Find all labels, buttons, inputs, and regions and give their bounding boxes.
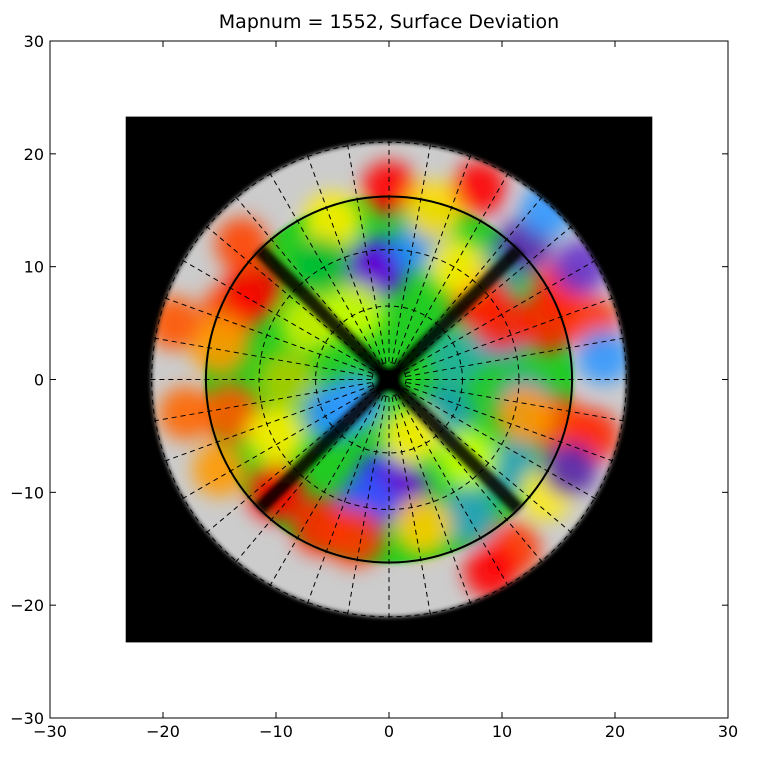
surface-blob (192, 442, 247, 497)
diagonal-gap (383, 373, 526, 517)
surface-blob (463, 544, 518, 599)
radial-spoke (406, 382, 632, 423)
radial-spoke (199, 390, 376, 539)
overlay-layer (142, 133, 636, 626)
surface-blob (576, 329, 627, 385)
surface-blob (303, 192, 362, 251)
x-tick-label: 20 (605, 722, 625, 741)
surface-blob (190, 316, 249, 376)
x-tick-label: 30 (718, 722, 738, 741)
radial-spoke (402, 390, 579, 539)
radial-spoke (399, 190, 548, 367)
radial-spoke (175, 255, 374, 372)
surface-blob (452, 160, 507, 215)
x-tick-label: −20 (146, 722, 180, 741)
surface-blob (325, 372, 385, 432)
center-hole (375, 365, 403, 394)
radial-spoke (345, 136, 387, 363)
radial-spoke (175, 387, 374, 504)
radial-spoke (394, 147, 474, 364)
radial-spoke (394, 395, 474, 612)
main-circle (204, 195, 574, 564)
surface-blob (404, 180, 464, 240)
radial-spoke (265, 394, 381, 594)
radial-spoke (230, 190, 379, 367)
surface-blob (495, 383, 554, 443)
diagonal-gap (383, 242, 526, 386)
surface-blob (472, 293, 532, 353)
radial-spoke (345, 396, 387, 623)
radial-spoke (406, 336, 632, 377)
radial-spoke (146, 336, 372, 377)
y-tick-label: −20 (10, 596, 44, 615)
surface-blob (214, 216, 270, 272)
diagonal-gap (252, 373, 395, 517)
radial-spoke (146, 382, 372, 423)
radial-spoke (199, 220, 376, 369)
radial-spoke (404, 387, 603, 504)
radial-spoke (391, 396, 433, 623)
radial-spoke (405, 294, 621, 374)
radial-spoke (405, 385, 621, 465)
radial-spoke (304, 395, 384, 612)
radial-spoke (157, 294, 373, 374)
radial-spoke (304, 147, 384, 364)
dashed-ring (371, 362, 407, 397)
radial-spoke (397, 394, 513, 594)
radial-spoke (397, 165, 513, 365)
dish-layer (151, 142, 627, 617)
y-tick-label: −30 (10, 709, 44, 728)
radial-spoke (265, 165, 381, 365)
surface-blob (438, 485, 498, 545)
surface-blob (325, 508, 385, 567)
radial-spoke (157, 385, 373, 465)
x-tick-label: −10 (259, 722, 293, 741)
diagonal-gap (252, 242, 395, 386)
chart-title: Mapnum = 1552, Surface Deviation (219, 11, 559, 33)
radial-spoke (402, 220, 579, 369)
radial-spoke (391, 136, 433, 363)
y-tick-label: 30 (24, 32, 44, 51)
surface-blob (542, 442, 597, 497)
radial-spoke (399, 392, 548, 569)
ticks: −30 −20 −10 0 10 20 30 −30 −20 −10 0 10 20 30 (10, 32, 738, 741)
x-tick-label: 10 (492, 722, 512, 741)
surface-blob (427, 327, 487, 387)
radial-spoke (230, 392, 379, 569)
y-tick-label: −10 (10, 483, 44, 502)
surface-blob (393, 496, 453, 556)
surface-blob (201, 383, 261, 443)
radial-spoke (404, 255, 603, 372)
y-tick-label: 0 (34, 371, 44, 390)
y-tick-label: 20 (24, 145, 44, 164)
x-tick-label: 0 (384, 722, 394, 741)
surface-blob (158, 386, 213, 441)
plot-area (125, 116, 653, 643)
y-tick-label: 10 (24, 258, 44, 277)
x-tick-label: −30 (33, 722, 67, 741)
surface-blob (246, 406, 306, 466)
